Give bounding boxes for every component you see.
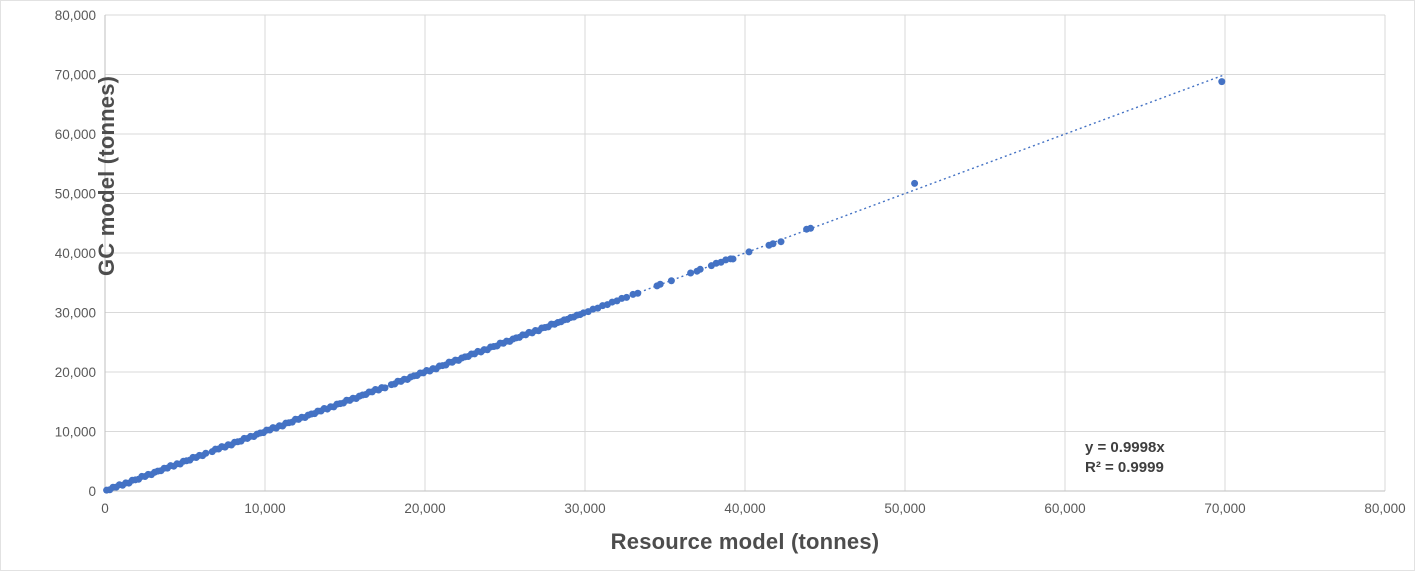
y-tick-label: 50,000 [55, 187, 96, 202]
x-tick-label: 80,000 [1364, 501, 1405, 516]
scatter-point [911, 179, 919, 187]
scatter-point [667, 277, 675, 285]
scatter-point [1218, 78, 1226, 86]
y-tick-label: 40,000 [55, 246, 96, 261]
x-tick-label: 40,000 [724, 501, 765, 516]
x-tick-label: 20,000 [404, 501, 445, 516]
y-tick-label: 80,000 [55, 8, 96, 23]
trendline-equation-text: y = 0.9998x [1085, 439, 1165, 456]
scatter-point [623, 293, 631, 301]
scatter-point [777, 238, 785, 246]
scatter-point [769, 240, 777, 248]
x-tick-label: 60,000 [1044, 501, 1085, 516]
x-tick-label: 10,000 [244, 501, 285, 516]
y-axis-title: GC model (tonnes) [94, 75, 120, 276]
scatter-point [696, 265, 704, 273]
trendline-equation-label: y = 0.9998x R² = 0.9999 [1085, 438, 1165, 478]
x-tick-label: 30,000 [564, 501, 605, 516]
scatter-point [729, 255, 737, 263]
y-tick-label: 30,000 [55, 306, 96, 321]
scatter-point [656, 280, 664, 288]
trendline-r-squared-text: R² = 0.9999 [1085, 459, 1164, 476]
scatter-point [745, 248, 753, 256]
scatter-point [807, 224, 815, 232]
x-tick-label: 50,000 [884, 501, 925, 516]
y-tick-label: 0 [88, 484, 96, 499]
y-tick-label: 70,000 [55, 68, 96, 83]
scatter-point [634, 289, 642, 297]
scatter-point [202, 449, 210, 457]
scatter-point [687, 269, 695, 277]
x-axis-title: Resource model (tonnes) [610, 529, 880, 554]
x-tick-label: 70,000 [1204, 501, 1245, 516]
scatter-point [381, 384, 389, 392]
y-tick-label: 60,000 [55, 127, 96, 142]
y-tick-label: 20,000 [55, 365, 96, 380]
x-tick-label: 0 [101, 501, 109, 516]
y-tick-label: 10,000 [55, 425, 96, 440]
trendline [104, 74, 1224, 492]
